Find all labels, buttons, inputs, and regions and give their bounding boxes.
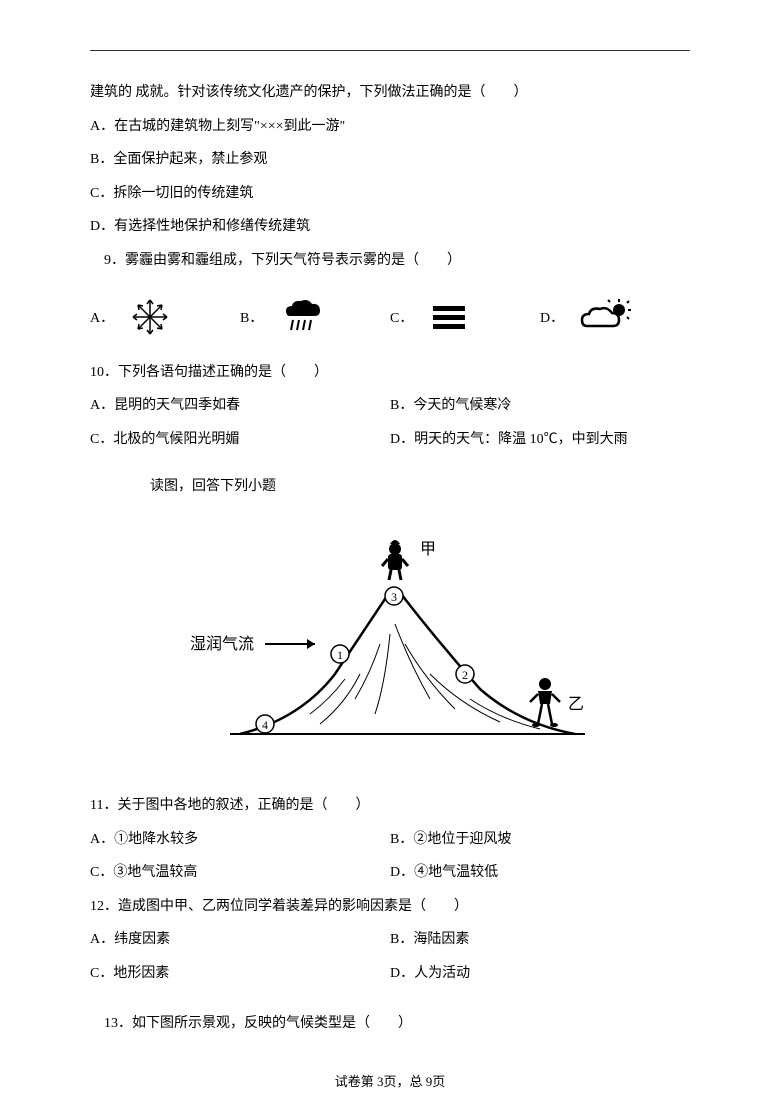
q11-option-a: A．①地降水较多 [90,823,390,857]
page-footer: 试卷第 3页，总 9页 [0,1071,780,1090]
mountain-diagram: 湿润气流 1 2 [90,524,690,759]
q9-label-c: C． [390,307,413,327]
q9-option-d: D． [540,296,690,338]
q11-row2: C．③地气温较高 D．④地气温较低 [90,856,690,890]
q10-text: 10．下列各语句描述正确的是（ ） [90,356,690,390]
svg-text:1: 1 [337,648,343,662]
q8-option-d: D．有选择性地保护和修缮传统建筑 [90,210,690,244]
q11-option-d: D．④地气温较低 [390,856,690,890]
snowflake-icon [129,296,171,338]
q12-option-b: B．海陆因素 [390,923,690,957]
q12-option-a: A．纬度因素 [90,923,390,957]
svg-text:2: 2 [462,668,468,682]
q10-row1: A．昆明的天气四季如春 B．今天的气候寒冷 [90,389,690,423]
q10-option-c: C．北极的气候阳光明媚 [90,423,390,457]
q9-label-b: B． [240,307,263,327]
jia-label: 甲 [420,541,436,558]
q8-continuation: 建筑的 成就。针对该传统文化遗产的保护，下列做法正确的是（ ） [90,76,690,110]
q11-text: 11．关于图中各地的叙述，正确的是（ ） [90,789,690,823]
q8-option-c: C．拆除一切旧的传统建筑 [90,177,690,211]
fog-lines-icon [428,296,470,338]
q9-option-a: A． [90,296,240,338]
figure-instruction: 读图，回答下列小题 [150,470,690,504]
q8-option-b: B．全面保护起来，禁止参观 [90,143,690,177]
q10-option-a: A．昆明的天气四季如春 [90,389,390,423]
person-jia-icon [382,540,408,580]
q11-option-c: C．③地气温较高 [90,856,390,890]
top-divider [90,50,690,51]
q9-text: 9．雾霾由雾和霾组成，下列天气符号表示雾的是（ ） [90,244,690,278]
q9-option-c: C． [390,296,540,338]
rain-cloud-icon [278,296,320,338]
q8-option-a: A．在古城的建筑物上刻写"×××到此一游" [90,110,690,144]
q12-option-d: D．人为活动 [390,957,690,991]
q12-row2: C．地形因素 D．人为活动 [90,957,690,991]
q9-label-a: A． [90,307,114,327]
yi-label: 乙 [568,696,584,713]
q10-row2: C．北极的气候阳光明媚 D．明天的天气：降温 10℃，中到大雨 [90,423,690,457]
q10-option-d: D．明天的天气：降温 10℃，中到大雨 [390,423,690,457]
q10-option-b: B．今天的气候寒冷 [390,389,690,423]
q12-text: 12．造成图中甲、乙两位同学着装差异的影响因素是（ ） [90,890,690,924]
q12-row1: A．纬度因素 B．海陆因素 [90,923,690,957]
exam-page: 建筑的 成就。针对该传统文化遗产的保护，下列做法正确的是（ ） A．在古城的建筑… [0,0,780,1110]
q11-row1: A．①地降水较多 B．②地位于迎风坡 [90,823,690,857]
svg-text:3: 3 [391,590,397,604]
humid-flow-label: 湿润气流 [190,635,254,653]
svg-text:4: 4 [262,718,268,732]
cloudy-sun-icon [579,296,621,338]
q9-options-row: A． B． [90,296,690,338]
q9-option-b: B． [240,296,390,338]
q11-option-b: B．②地位于迎风坡 [390,823,690,857]
q12-option-c: C．地形因素 [90,957,390,991]
q13-text: 13．如下图所示景观，反映的气候类型是（ ） [90,1007,690,1041]
person-yi-icon [530,678,560,727]
q9-label-d: D． [540,307,564,327]
